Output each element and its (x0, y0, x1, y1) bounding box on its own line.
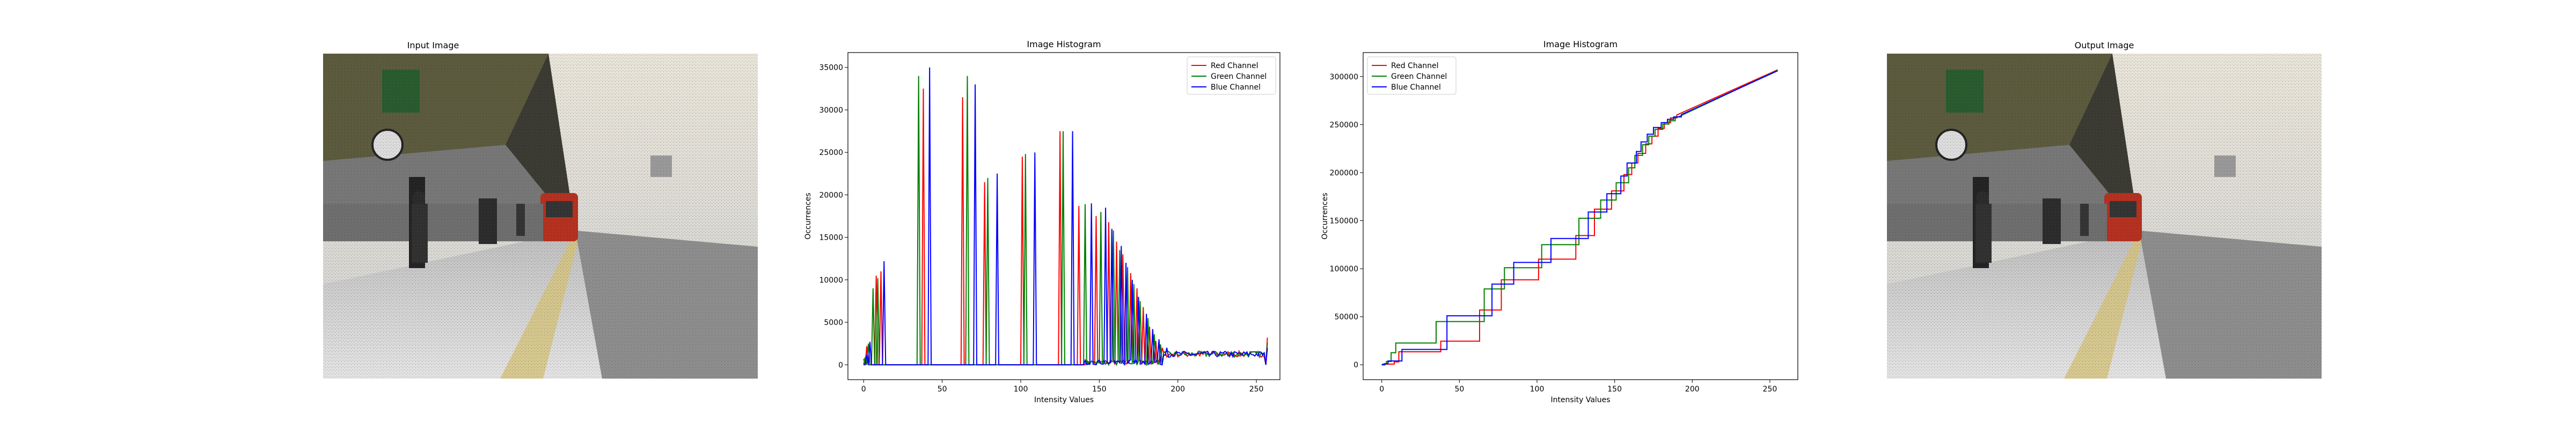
x-tick-label: 200 (1685, 385, 1700, 394)
series-line-blue-channel (863, 67, 1268, 366)
x-tick-label: 150 (1607, 385, 1622, 394)
chart-title: Image Histogram (1027, 39, 1101, 49)
output-image-title: Output Image (2074, 40, 2134, 50)
legend-entry: Red Channel (1211, 62, 1258, 70)
legend-entry: Red Channel (1391, 62, 1439, 70)
x-axis-label: Intensity Values (1550, 396, 1610, 404)
x-tick-label: 100 (1530, 385, 1545, 394)
y-tick-label: 250000 (1330, 121, 1358, 129)
y-tick-label: 15000 (819, 234, 843, 242)
y-tick-label: 300000 (1330, 73, 1358, 82)
x-tick-label: 250 (1763, 385, 1777, 394)
series-line-green-channel (1381, 70, 1778, 366)
plot-frame (1363, 52, 1798, 380)
input-image (323, 54, 758, 379)
output-image (1887, 54, 2322, 379)
y-tick-label: 100000 (1330, 265, 1358, 273)
chart-title: Image Histogram (1543, 39, 1618, 49)
y-tick-label: 20000 (819, 191, 843, 199)
legend-box (1367, 56, 1457, 95)
histogram-chart-1: Image Histogram 0 50 100 150 200 250 0 5000 10000… (804, 39, 1280, 404)
x-tick-label: 200 (1170, 385, 1185, 394)
legend-entry: Blue Channel (1211, 83, 1261, 92)
x-tick-label: 0 (1379, 385, 1384, 394)
y-tick-label: 35000 (819, 64, 843, 72)
y-tick-label: 0 (838, 361, 843, 369)
x-tick-label: 100 (1014, 385, 1028, 394)
legend-entry: Blue Channel (1391, 83, 1441, 92)
legend-box (1187, 56, 1276, 95)
y-axis-label: Occurrences (804, 193, 813, 239)
x-tick-label: 150 (1092, 385, 1107, 394)
x-tick-label: 50 (1454, 385, 1464, 394)
input-image-title: Input Image (407, 40, 459, 50)
plot-frame (847, 52, 1280, 380)
y-tick-label: 5000 (824, 319, 843, 327)
series-line-red-channel (1381, 69, 1778, 366)
y-tick-label: 200000 (1330, 169, 1358, 177)
y-tick-label: 10000 (819, 276, 843, 285)
y-tick-label: 25000 (819, 149, 843, 157)
y-tick-label: 150000 (1330, 217, 1358, 226)
series-line-blue-channel (1381, 70, 1778, 366)
y-tick-label: 30000 (819, 106, 843, 115)
y-tick-label: 50000 (1334, 313, 1358, 322)
x-tick-label: 50 (938, 385, 947, 394)
y-axis-label: Occurrences (1321, 193, 1329, 239)
y-tick-label: 0 (1353, 361, 1358, 369)
legend-entry: Green Channel (1211, 72, 1267, 81)
x-axis-label: Intensity Values (1034, 396, 1094, 404)
x-tick-label: 0 (861, 385, 866, 394)
legend-entry: Green Channel (1391, 72, 1447, 81)
x-tick-label: 250 (1249, 385, 1264, 394)
